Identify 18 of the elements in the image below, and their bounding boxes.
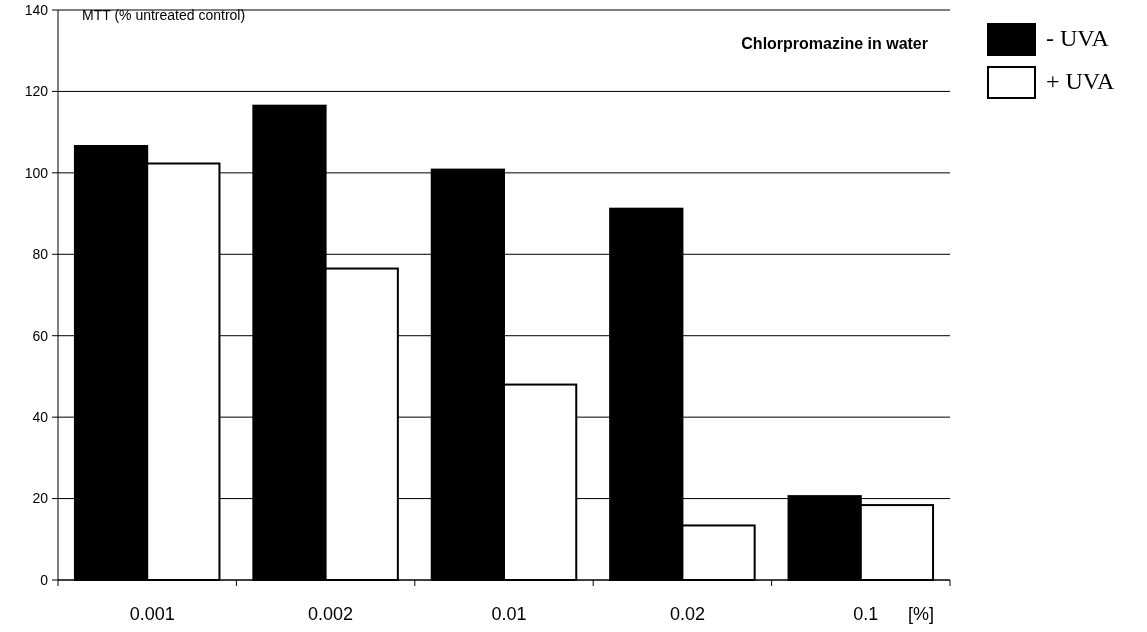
x-axis-title: [%] — [907, 604, 934, 624]
x-tick-label: 0.002 — [308, 604, 354, 624]
x-tick-label: 0.01 — [491, 604, 527, 624]
y-tick-label: 100 — [24, 164, 49, 181]
y-tick-label: 120 — [24, 83, 49, 100]
y-tick-label: 0 — [40, 571, 49, 588]
x-tick-label: 0.001 — [129, 604, 175, 624]
y-tick-label: 80 — [32, 246, 49, 263]
legend-label: - UVA — [1046, 25, 1110, 51]
x-tick-label: 0.02 — [669, 604, 705, 624]
y-tick-label: 140 — [24, 1, 49, 18]
y-tick-label: 60 — [32, 327, 49, 344]
text: Chlorpromazine in water — [741, 35, 928, 52]
y-tick-label: 20 — [32, 490, 49, 507]
x-tick-label: 0.1 — [853, 604, 879, 624]
legend-label: + UVA — [1046, 68, 1116, 94]
y-axis-title: MTT (% untreated control) — [82, 7, 246, 23]
y-tick-label: 40 — [32, 409, 49, 426]
